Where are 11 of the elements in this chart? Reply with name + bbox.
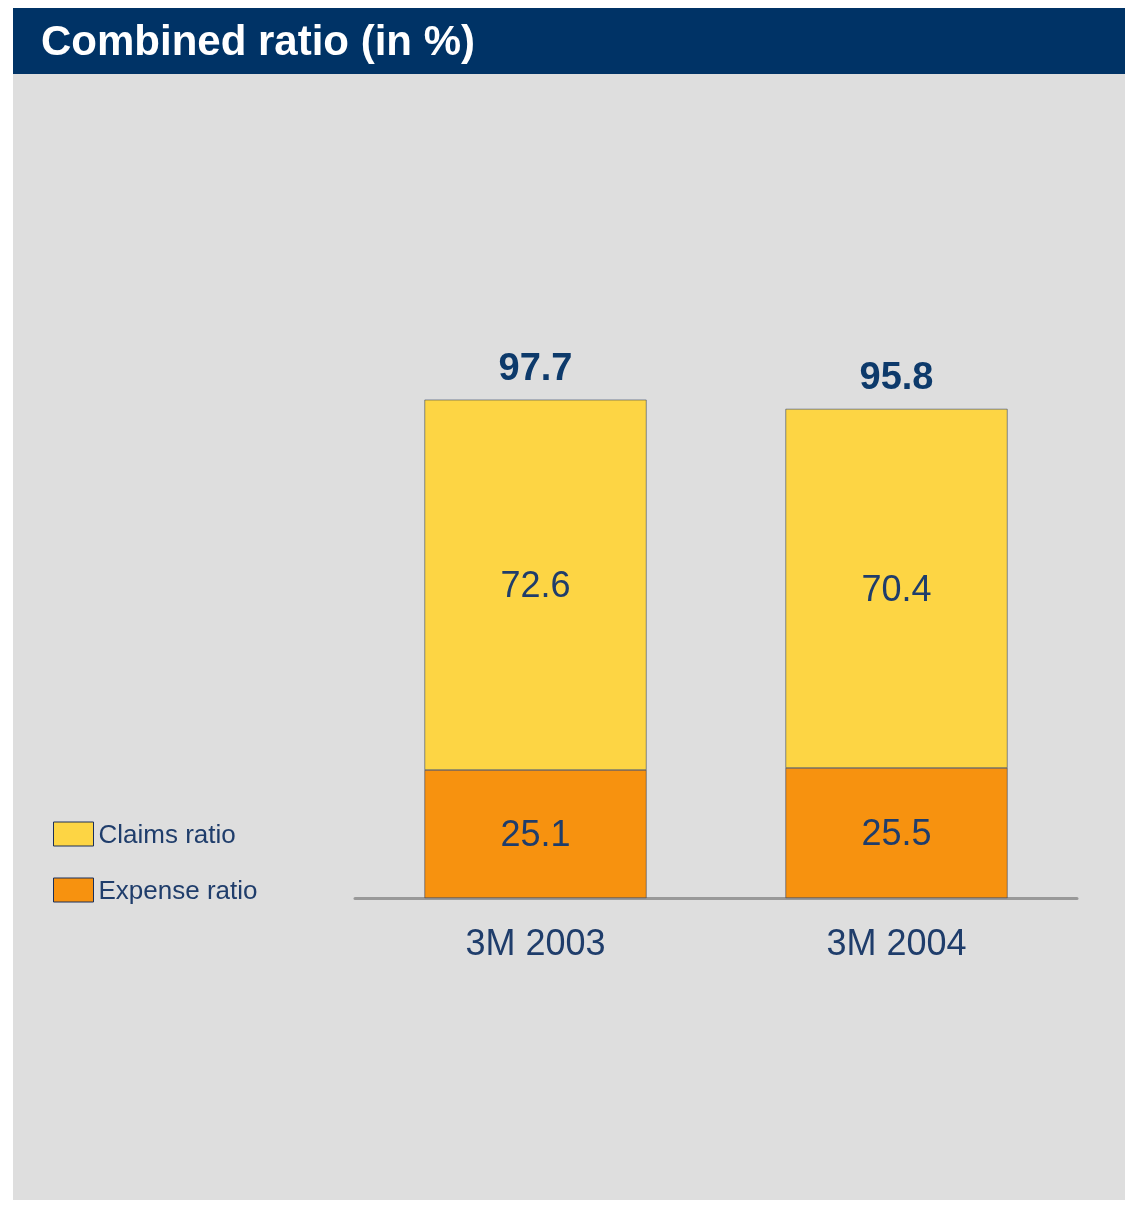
chart-title: Combined ratio (in %): [13, 8, 1125, 74]
data-label: 25.5: [861, 812, 932, 854]
total-label: 95.8: [859, 354, 934, 397]
legend-label: Expense ratio: [98, 875, 258, 905]
data-label: 72.6: [500, 564, 571, 606]
total-label: 97.7: [498, 345, 573, 388]
data-label: 70.4: [861, 567, 932, 609]
legend-label: Claims ratio: [98, 819, 236, 849]
data-label: 25.1: [500, 813, 571, 855]
x-tick-label: 3M 2003: [465, 921, 606, 963]
x-tick-label: 3M 2004: [826, 921, 967, 963]
